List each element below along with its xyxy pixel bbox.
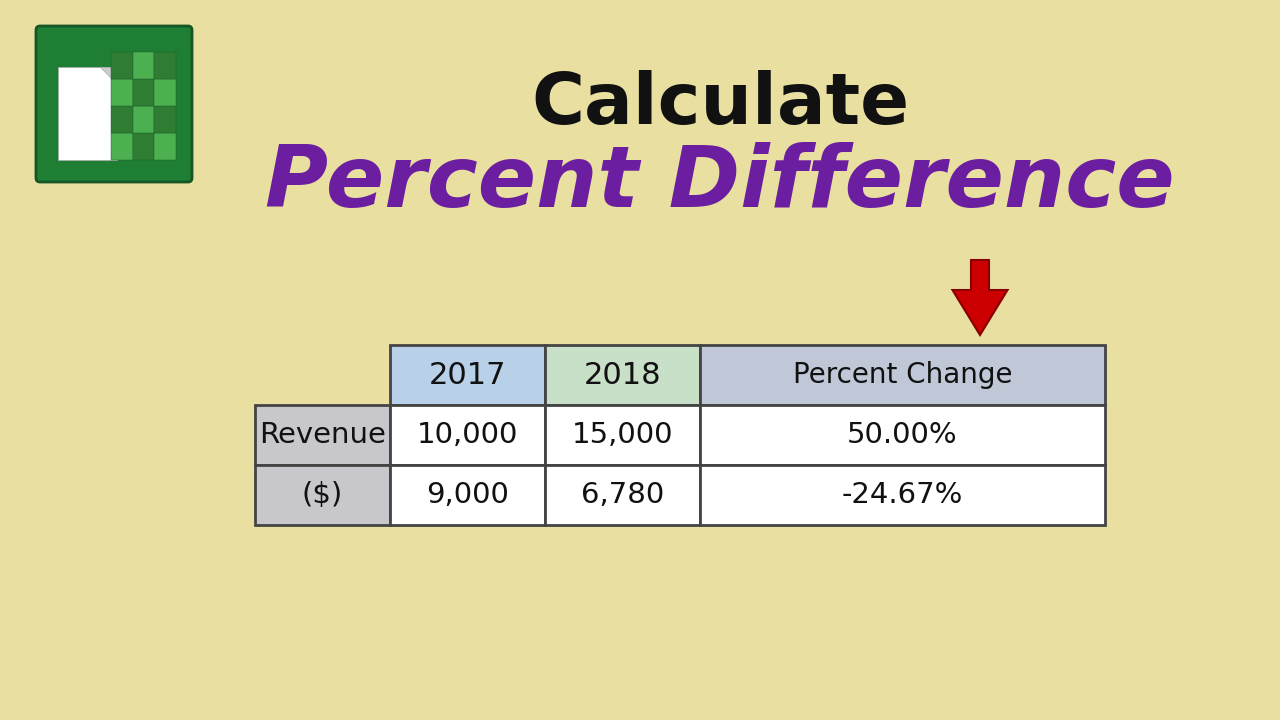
- Bar: [155, 79, 177, 107]
- Bar: [58, 67, 116, 161]
- Bar: [111, 107, 133, 133]
- Text: 50.00%: 50.00%: [847, 421, 957, 449]
- Text: 2017: 2017: [429, 361, 507, 390]
- Bar: [155, 133, 177, 161]
- Polygon shape: [100, 67, 116, 84]
- Bar: [390, 345, 545, 405]
- Polygon shape: [952, 260, 1007, 335]
- Bar: [255, 405, 390, 465]
- Text: 10,000: 10,000: [417, 421, 518, 449]
- Bar: [111, 79, 133, 107]
- Bar: [133, 79, 155, 107]
- Bar: [255, 465, 390, 525]
- Bar: [155, 53, 177, 79]
- FancyBboxPatch shape: [36, 26, 192, 182]
- Text: Revenue: Revenue: [259, 421, 387, 449]
- Bar: [133, 133, 155, 161]
- Text: 15,000: 15,000: [572, 421, 673, 449]
- Bar: [545, 465, 700, 525]
- Text: 6,780: 6,780: [581, 481, 664, 509]
- Text: 9,000: 9,000: [426, 481, 509, 509]
- Bar: [133, 107, 155, 133]
- Bar: [111, 133, 133, 161]
- Text: Calculate: Calculate: [531, 70, 909, 139]
- Bar: [700, 345, 1105, 405]
- Bar: [390, 465, 545, 525]
- Bar: [155, 107, 177, 133]
- Text: Percent Change: Percent Change: [792, 361, 1012, 389]
- Bar: [133, 53, 155, 79]
- Text: -24.67%: -24.67%: [842, 481, 963, 509]
- Bar: [700, 465, 1105, 525]
- Bar: [545, 405, 700, 465]
- Bar: [700, 405, 1105, 465]
- Bar: [255, 345, 390, 405]
- Bar: [390, 405, 545, 465]
- Text: X: X: [65, 80, 104, 128]
- Bar: [111, 53, 133, 79]
- Bar: [545, 345, 700, 405]
- Text: Percent Difference: Percent Difference: [265, 142, 1175, 225]
- Text: ($): ($): [302, 481, 343, 509]
- Text: 2018: 2018: [584, 361, 662, 390]
